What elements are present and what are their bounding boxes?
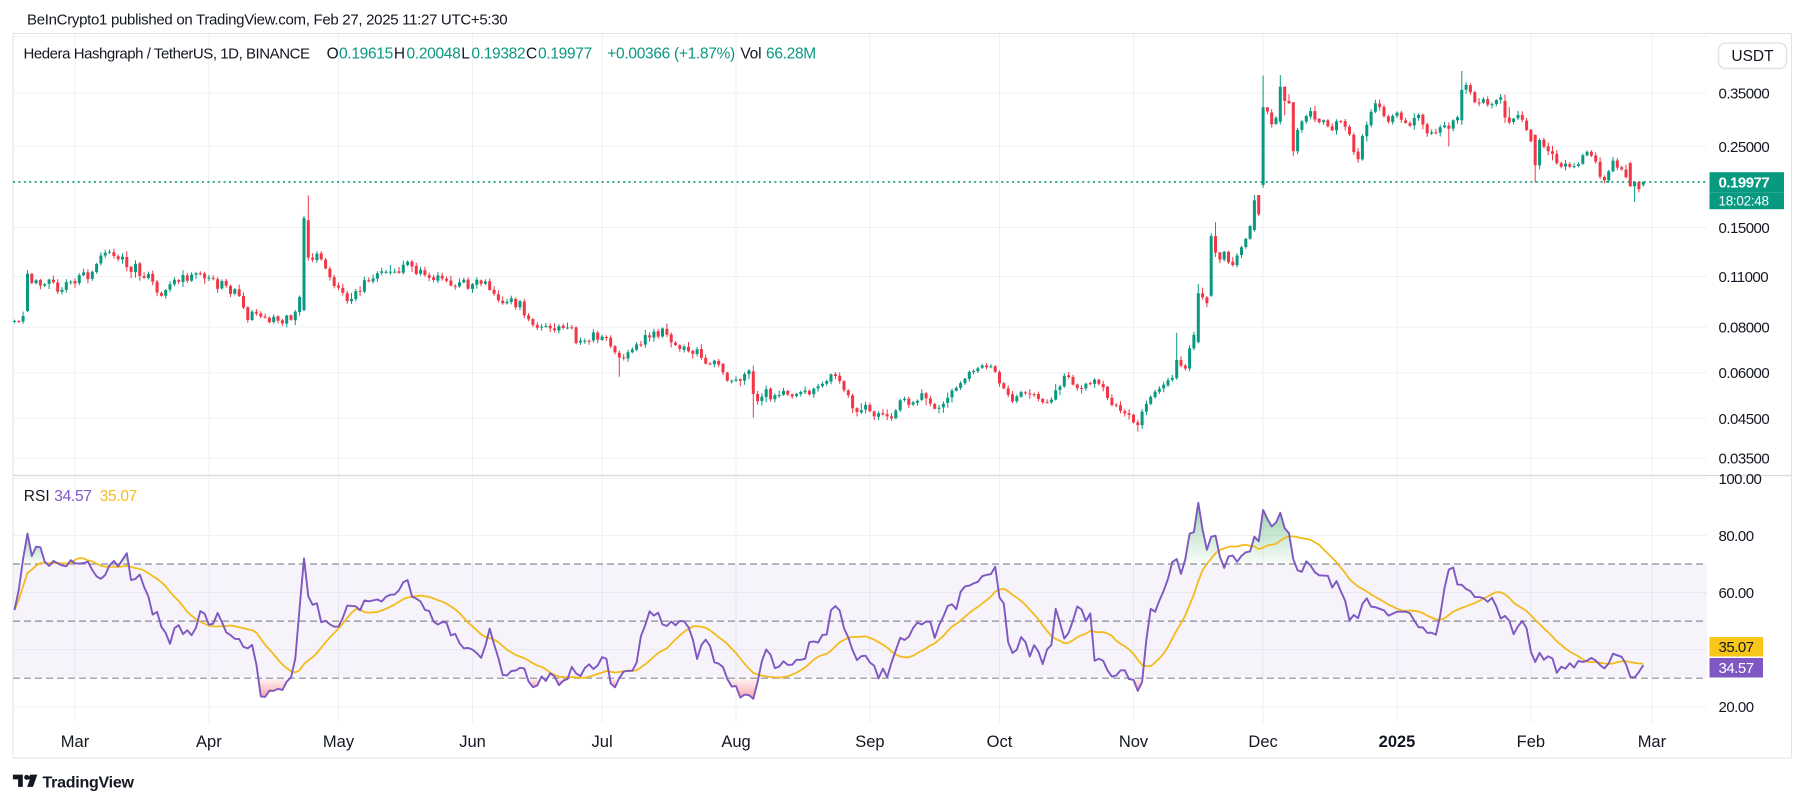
svg-text:Nov: Nov — [1119, 733, 1149, 751]
svg-text:34.57: 34.57 — [1719, 660, 1754, 677]
svg-text:Vol: Vol — [740, 46, 761, 63]
svg-text:Mar: Mar — [61, 733, 90, 751]
svg-text:2025: 2025 — [1379, 733, 1416, 751]
svg-text:0.19977: 0.19977 — [1719, 174, 1770, 191]
svg-text:Feb: Feb — [1517, 733, 1545, 751]
svg-text:20.00: 20.00 — [1719, 699, 1754, 716]
svg-text:Sep: Sep — [855, 733, 884, 751]
svg-text:BeInCrypto1 published on Tradi: BeInCrypto1 published on TradingView.com… — [27, 12, 507, 29]
svg-text:Apr: Apr — [196, 733, 222, 751]
svg-text:May: May — [323, 733, 355, 751]
svg-text:0.19615: 0.19615 — [339, 46, 393, 63]
svg-text:0.15000: 0.15000 — [1719, 220, 1770, 237]
svg-text:0.25000: 0.25000 — [1719, 139, 1770, 156]
svg-text:Oct: Oct — [987, 733, 1013, 751]
svg-text:0.35000: 0.35000 — [1719, 86, 1770, 103]
svg-text:0.04500: 0.04500 — [1719, 411, 1770, 428]
svg-text:+0.00366 (+1.87%): +0.00366 (+1.87%) — [607, 46, 735, 63]
svg-text:100.00: 100.00 — [1719, 471, 1762, 488]
svg-text:USDT: USDT — [1731, 48, 1774, 65]
svg-text:60.00: 60.00 — [1719, 585, 1754, 602]
svg-text:TradingView: TradingView — [43, 775, 135, 792]
svg-text:O: O — [327, 46, 339, 63]
svg-text:0.08000: 0.08000 — [1719, 320, 1770, 337]
svg-text:18:02:48: 18:02:48 — [1719, 193, 1769, 208]
svg-text:0.06000: 0.06000 — [1719, 365, 1770, 382]
svg-text:0.20048: 0.20048 — [407, 46, 461, 63]
svg-text:0.19977: 0.19977 — [538, 46, 592, 63]
svg-text:Dec: Dec — [1248, 733, 1277, 751]
svg-text:34.57: 34.57 — [54, 488, 91, 505]
svg-text:Jul: Jul — [592, 733, 613, 751]
svg-text:Jun: Jun — [459, 733, 486, 751]
svg-text:RSI: RSI — [24, 488, 50, 505]
svg-text:Hedera Hashgraph / TetherUS, 1: Hedera Hashgraph / TetherUS, 1D, BINANCE — [24, 46, 310, 63]
svg-text:0.19382: 0.19382 — [471, 46, 525, 63]
svg-text:66.28M: 66.28M — [766, 46, 816, 63]
svg-text:Mar: Mar — [1638, 733, 1667, 751]
svg-text:0.11000: 0.11000 — [1719, 269, 1769, 286]
svg-text:35.07: 35.07 — [1719, 639, 1754, 656]
svg-text:Aug: Aug — [721, 733, 750, 751]
svg-text:0.03500: 0.03500 — [1719, 451, 1770, 468]
svg-text:H: H — [394, 46, 405, 63]
svg-text:35.07: 35.07 — [100, 488, 137, 505]
svg-text:C: C — [526, 46, 537, 63]
svg-text:L: L — [461, 46, 470, 63]
svg-text:80.00: 80.00 — [1719, 528, 1754, 545]
